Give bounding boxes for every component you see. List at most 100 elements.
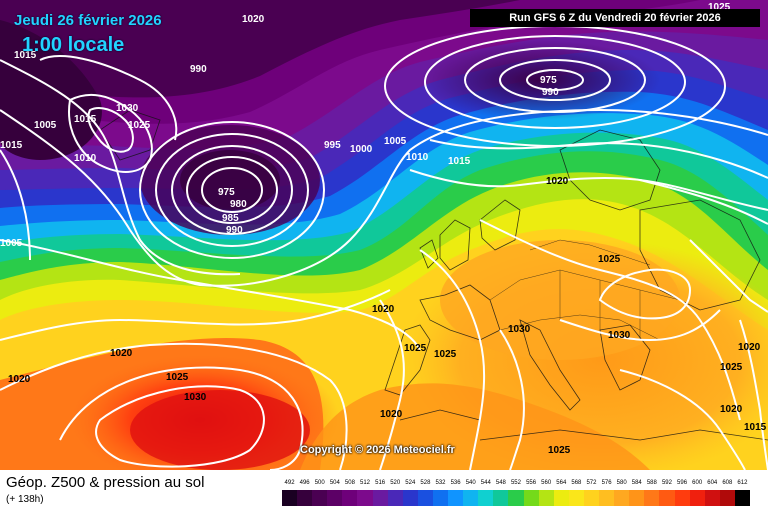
legend-label: 544 xyxy=(480,480,491,486)
legend-label: 576 xyxy=(601,480,612,486)
pressure-label: 975 xyxy=(540,75,557,86)
legend-swatch xyxy=(629,490,645,506)
pressure-label: 1020 xyxy=(738,342,761,353)
pressure-label: 1025 xyxy=(598,254,621,265)
legend-label: 504 xyxy=(329,480,340,486)
legend-label: 588 xyxy=(646,480,657,486)
legend-swatch xyxy=(448,490,464,506)
legend-swatch xyxy=(704,490,721,506)
pressure-label: 1020 xyxy=(110,348,133,359)
pressure-label: 1015 xyxy=(744,422,767,433)
legend-label: 556 xyxy=(526,480,537,486)
pressure-label: 1030 xyxy=(184,392,207,403)
pressure-label: 990 xyxy=(190,64,207,75)
pressure-label: 1015 xyxy=(74,114,97,125)
legend-swatch xyxy=(734,490,751,506)
pressure-label-south: 1025 xyxy=(548,445,571,456)
pressure-label: 1030 xyxy=(116,103,139,114)
pressure-label: 1030 xyxy=(508,324,531,335)
legend-swatch xyxy=(342,490,358,506)
pressure-label: 1020 xyxy=(242,14,265,25)
map-title: Géop. Z500 & pression au sol xyxy=(6,474,205,491)
legend-label: 564 xyxy=(556,480,567,486)
pressure-label: 990 xyxy=(226,225,243,236)
legend-swatch xyxy=(387,490,404,506)
legend-swatch xyxy=(583,490,600,506)
pressure-label: 1015 xyxy=(448,156,471,167)
pressure-label: 1020 xyxy=(8,374,31,385)
legend-swatch xyxy=(357,490,374,506)
legend-label: 608 xyxy=(722,480,733,486)
legend-swatch xyxy=(659,490,675,506)
legend-swatch xyxy=(614,490,630,506)
pressure-label: 1010 xyxy=(74,153,97,164)
pressure-label: 1005 xyxy=(0,238,23,249)
pressure-label: 1015 xyxy=(14,50,37,61)
legend-swatch xyxy=(719,490,736,506)
pressure-label: 1005 xyxy=(34,120,57,131)
pressure-label: 1010 xyxy=(406,152,429,163)
legend-label: 540 xyxy=(465,480,476,486)
legend-label: 508 xyxy=(344,480,355,486)
pressure-label: 1020 xyxy=(372,304,395,315)
pressure-label: 975 xyxy=(218,187,235,198)
legend-label: 548 xyxy=(495,480,506,486)
legend-swatch xyxy=(674,490,691,506)
legend-swatch xyxy=(417,490,434,506)
legend-swatch xyxy=(644,490,660,506)
legend-label: 492 xyxy=(284,480,295,486)
legend-label: 516 xyxy=(375,480,386,486)
pressure-label: 1020 xyxy=(380,409,403,420)
legend-label: 536 xyxy=(450,480,461,486)
legend-label: 596 xyxy=(677,480,688,486)
legend-label: 604 xyxy=(707,480,718,486)
legend-label: 568 xyxy=(571,480,582,486)
legend-label: 584 xyxy=(631,480,642,486)
forecast-time: 1:00 locale xyxy=(22,34,125,56)
legend-swatch xyxy=(599,490,615,506)
legend-swatch xyxy=(463,490,479,506)
pressure-label: 985 xyxy=(222,213,239,224)
legend-label: 560 xyxy=(541,480,552,486)
legend-swatch xyxy=(327,490,343,506)
legend-label: 524 xyxy=(405,480,416,486)
pressure-label: 980 xyxy=(230,199,247,210)
legend-swatch xyxy=(402,490,419,506)
legend-swatch xyxy=(493,490,509,506)
legend-swatch xyxy=(568,490,585,506)
pressure-label: 1025 xyxy=(708,2,731,13)
pressure-label: 1025 xyxy=(720,362,743,373)
legend-swatch xyxy=(432,490,449,506)
forecast-date: Jeudi 26 février 2026 xyxy=(14,12,162,29)
legend-swatch xyxy=(297,490,313,506)
legend-label: 532 xyxy=(435,480,446,486)
copyright: Copyright © 2026 Meteociel.fr xyxy=(300,444,455,456)
weather-map: 1020 1025 1015 990 1030 1005 1015 1025 1… xyxy=(0,0,768,470)
legend-label: 500 xyxy=(314,480,325,486)
legend-label: 528 xyxy=(420,480,431,486)
legend-swatch xyxy=(538,490,555,506)
legend-label: 552 xyxy=(510,480,521,486)
pressure-label: 1025 xyxy=(434,349,457,360)
legend-label: 496 xyxy=(299,480,310,486)
legend-label: 512 xyxy=(360,480,371,486)
pressure-label: 1025 xyxy=(128,120,151,131)
legend-swatch xyxy=(553,490,570,506)
legend-label: 600 xyxy=(692,480,703,486)
legend-swatch xyxy=(523,490,540,506)
map-subtitle: (+ 138h) xyxy=(6,494,44,505)
pressure-label: 990 xyxy=(542,87,559,98)
legend-labels: 492 496 500 504 508 512 516 520 524 528 532 536 540 5… xyxy=(282,480,750,490)
run-info: Run GFS 6 Z du Vendredi 20 février 2026 xyxy=(470,9,760,27)
legend-swatch xyxy=(508,490,525,506)
legend-colorbar xyxy=(282,490,751,506)
pressure-label: 1025 xyxy=(404,343,427,354)
pressure-label: 1020 xyxy=(720,404,743,415)
pressure-label: 1030 xyxy=(608,330,631,341)
legend-swatch xyxy=(282,490,298,506)
legend-swatch xyxy=(478,490,494,506)
pressure-label: 1020 xyxy=(546,176,569,187)
legend-swatch xyxy=(372,490,389,506)
legend-label: 592 xyxy=(661,480,672,486)
pressure-label: 1015 xyxy=(0,140,23,151)
